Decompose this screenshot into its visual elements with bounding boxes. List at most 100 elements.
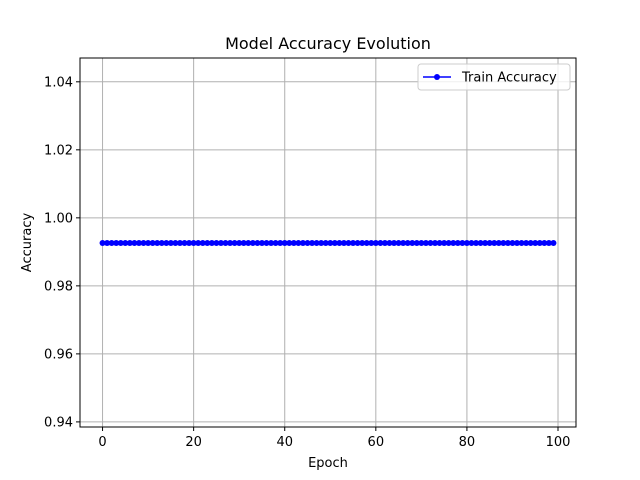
data-point — [372, 240, 379, 247]
x-tick-label: 100 — [546, 435, 571, 450]
data-point — [504, 240, 511, 247]
data-point — [340, 240, 347, 247]
data-point — [272, 240, 279, 247]
data-point — [418, 240, 425, 247]
data-point — [473, 240, 480, 247]
data-point — [213, 240, 220, 247]
data-point — [395, 240, 402, 247]
data-point — [327, 240, 334, 247]
data-point — [422, 240, 429, 247]
legend-box — [417, 63, 571, 91]
data-point — [331, 240, 338, 247]
data-point — [541, 240, 548, 247]
x-tick-label: 0 — [98, 435, 106, 450]
data-point — [518, 240, 525, 247]
plot-frame — [79, 57, 577, 428]
data-point — [359, 240, 366, 247]
x-tick-label: 40 — [276, 435, 293, 450]
data-point — [208, 240, 215, 247]
data-point — [281, 240, 288, 247]
data-point — [117, 240, 124, 247]
data-point — [304, 240, 311, 247]
data-point — [158, 240, 165, 247]
data-point — [299, 240, 306, 247]
data-point — [126, 240, 133, 247]
data-point — [318, 240, 325, 247]
data-point — [363, 240, 370, 247]
data-point — [322, 240, 329, 247]
data-point — [491, 240, 498, 247]
y-tick-label: 1.00 — [44, 211, 73, 226]
data-point — [245, 240, 252, 247]
data-point — [222, 240, 229, 247]
data-point — [409, 240, 416, 247]
data-point — [163, 240, 170, 247]
data-point — [309, 240, 316, 247]
x-tick-label: 80 — [459, 435, 476, 450]
data-point — [500, 240, 507, 247]
data-point — [436, 240, 443, 247]
legend-marker — [434, 74, 440, 80]
data-point — [445, 240, 452, 247]
data-point — [514, 240, 521, 247]
chart-title: Model Accuracy Evolution — [225, 34, 431, 53]
data-point — [181, 240, 188, 247]
data-point — [368, 240, 375, 247]
data-point — [195, 240, 202, 247]
data-point — [190, 240, 197, 247]
data-point — [172, 240, 179, 247]
y-tick-label: 0.98 — [44, 279, 73, 294]
x-tick-label: 20 — [185, 435, 202, 450]
data-point — [108, 240, 115, 247]
data-point — [145, 240, 152, 247]
data-point — [204, 240, 211, 247]
data-point — [400, 240, 407, 247]
data-point — [135, 240, 142, 247]
y-tick-label: 0.96 — [44, 347, 73, 362]
data-point — [217, 240, 224, 247]
data-point — [391, 240, 398, 247]
data-point — [345, 240, 352, 247]
y-tick-label: 1.02 — [44, 143, 73, 158]
data-point — [249, 240, 256, 247]
data-point — [227, 240, 234, 247]
data-point — [286, 240, 293, 247]
data-point — [459, 240, 466, 247]
data-point — [536, 240, 543, 247]
legend: Train Accuracy — [417, 63, 571, 91]
data-point — [477, 240, 484, 247]
data-point — [240, 240, 247, 247]
data-point — [336, 240, 343, 247]
data-point — [295, 240, 302, 247]
data-point — [550, 240, 557, 247]
data-point — [350, 240, 357, 247]
data-point — [277, 240, 284, 247]
data-point — [104, 240, 111, 247]
data-point — [532, 240, 539, 247]
data-point — [140, 240, 147, 247]
data-point — [167, 240, 174, 247]
data-point — [463, 240, 470, 247]
legend-label: Train Accuracy — [461, 71, 557, 86]
data-point — [268, 240, 275, 247]
data-point — [413, 240, 420, 247]
data-point — [131, 240, 138, 247]
x-axis-label: Epoch — [308, 456, 348, 471]
data-point — [427, 240, 434, 247]
data-point — [468, 240, 475, 247]
data-point — [482, 240, 489, 247]
data-point — [258, 240, 265, 247]
data-point — [149, 240, 156, 247]
data-point — [290, 240, 297, 247]
data-point — [263, 240, 270, 247]
data-point — [254, 240, 261, 247]
data-point — [441, 240, 448, 247]
data-point — [523, 240, 530, 247]
data-point — [154, 240, 161, 247]
data-point — [432, 240, 439, 247]
data-point — [313, 240, 320, 247]
data-point — [404, 240, 411, 247]
data-point — [99, 240, 106, 247]
data-point — [454, 240, 461, 247]
